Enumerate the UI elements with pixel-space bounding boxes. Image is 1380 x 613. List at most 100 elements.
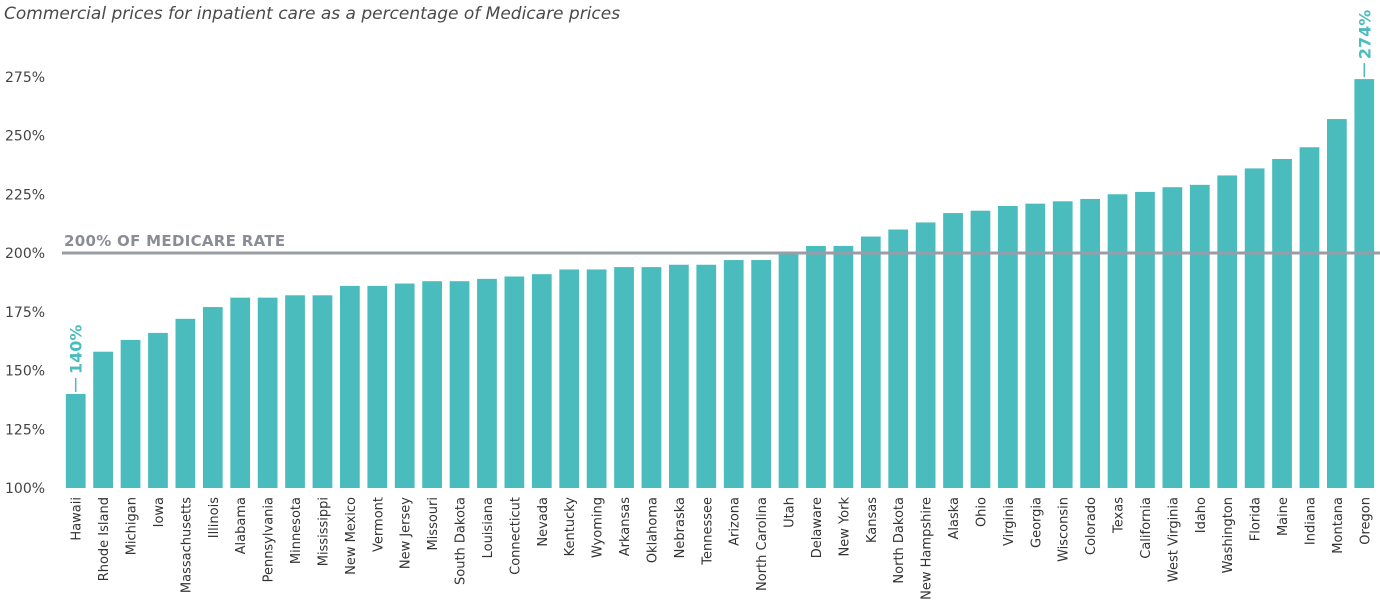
x-tick-label: West Virginia [1166,497,1181,582]
bar-new-york [833,245,854,488]
x-tick-label: Oregon [1358,497,1373,545]
y-tick-label: 250% [5,129,45,145]
x-tick-label: Delaware [810,497,825,558]
bar-alaska [943,213,963,489]
y-tick-label: 125% [5,422,45,438]
x-tick-label: Maine [1276,497,1291,536]
x-tick-label: Mississippi [316,497,331,566]
reference-line-group: 200% OF MEDICARE RATE [62,232,1380,255]
bar-mississippi [312,295,333,488]
x-tick-label: Kentucky [563,497,578,557]
bar-idaho [1189,184,1210,488]
x-tick-label: Nebraska [673,497,688,558]
x-tick-label: Michigan [125,497,140,555]
x-tick-label: Oklahoma [645,497,660,563]
y-tick-label: 100% [5,481,45,497]
x-tick-label: Kansas [865,497,880,543]
bar-texas [1107,194,1128,488]
bar-washington [1217,175,1238,488]
x-tick-label: North Dakota [892,497,907,584]
x-tick-label: Hawaii [70,497,85,541]
bar-ohio [970,210,991,488]
bar-minnesota [285,295,305,488]
x-tick-label: Idaho [1194,497,1209,533]
x-tick-label: Missouri [426,497,441,551]
bar-missouri [422,281,442,488]
bar-south-dakota [449,281,470,488]
bar-north-carolina [751,260,771,488]
x-tick-label: Utah [783,497,798,528]
bar-north-dakota [888,229,909,488]
bar-alabama [230,297,251,488]
bar-nebraska [669,264,689,488]
bar-massachusetts [175,318,196,488]
x-tick-label: New Mexico [344,497,359,575]
y-axis: 100% 125% 150% 175% 200% 225% 250% 275% [5,70,45,497]
x-axis: Hawaii Rhode Island Michigan Iowa Massachuse… [70,497,1374,600]
bar-wyoming [586,269,607,488]
x-tick-label: Wisconsin [1057,497,1072,562]
annotations: 140% 274% [67,10,1374,392]
bar-connecticut [504,276,525,488]
x-tick-label: Rhode Island [97,497,112,581]
x-tick-label: Alaska [947,497,962,540]
bar-tennessee [696,264,717,488]
x-tick-label: Texas [1112,497,1127,534]
x-tick-label: Illinois [207,497,222,538]
bar-florida [1244,168,1265,488]
bar-maine [1272,159,1292,488]
x-tick-label: California [1139,497,1154,559]
bar-california [1135,191,1155,488]
bar-iowa [148,332,168,488]
y-tick-label: 200% [5,246,45,262]
x-tick-label: Virginia [1002,497,1017,546]
bar-arkansas [614,267,634,488]
x-tick-label: New Hampshire [920,497,935,600]
x-tick-label: Iowa [152,497,167,527]
bar-kansas [860,236,881,488]
bar-utah [778,253,799,488]
bar-vermont [367,285,388,488]
bar-west-virginia [1162,187,1183,488]
bar-new-jersey [394,283,415,488]
x-tick-label: Arkansas [618,497,633,556]
bar-nevada [531,274,552,488]
bar-rhode-island [93,351,113,488]
reference-line-label: 200% OF MEDICARE RATE [64,232,285,250]
bar-hawaii [65,394,86,488]
x-tick-label: Pennsylvania [262,497,277,582]
bar-michigan [120,339,141,488]
x-tick-label: Colorado [1084,497,1099,555]
x-tick-label: Georgia [1029,497,1044,548]
bar-virginia [998,206,1018,488]
x-tick-label: New York [837,497,852,557]
y-tick-label: 175% [5,305,45,321]
x-tick-label: Montana [1331,497,1346,554]
x-tick-label: Arizona [728,497,743,546]
value-annotation: 274% [1355,10,1374,59]
bar-oklahoma [641,267,662,488]
x-tick-label: Vermont [371,497,386,552]
bar-montana [1327,119,1347,489]
bars [65,79,1375,489]
x-tick-label: South Dakota [454,497,469,585]
x-tick-label: Indiana [1303,497,1318,545]
bar-kentucky [559,269,580,488]
x-tick-label: Massachusetts [179,497,194,593]
bar-louisiana [477,278,497,488]
x-tick-label: North Carolina [755,497,770,591]
bar-georgia [1025,203,1046,488]
x-tick-label: Nevada [536,497,551,547]
bar-new-hampshire [915,222,936,488]
y-tick-label: 225% [5,187,45,203]
x-tick-label: New Jersey [399,497,414,569]
bar-colorado [1080,198,1100,488]
x-tick-label: Minnesota [289,497,304,564]
x-tick-label: Florida [1249,497,1264,541]
bar-illinois [202,307,223,488]
y-tick-label: 275% [5,70,45,86]
x-tick-label: Connecticut [508,497,523,575]
chart-title: Commercial prices for inpatient care as … [4,4,621,24]
bar-delaware [806,245,826,488]
bar-wisconsin [1052,201,1073,489]
